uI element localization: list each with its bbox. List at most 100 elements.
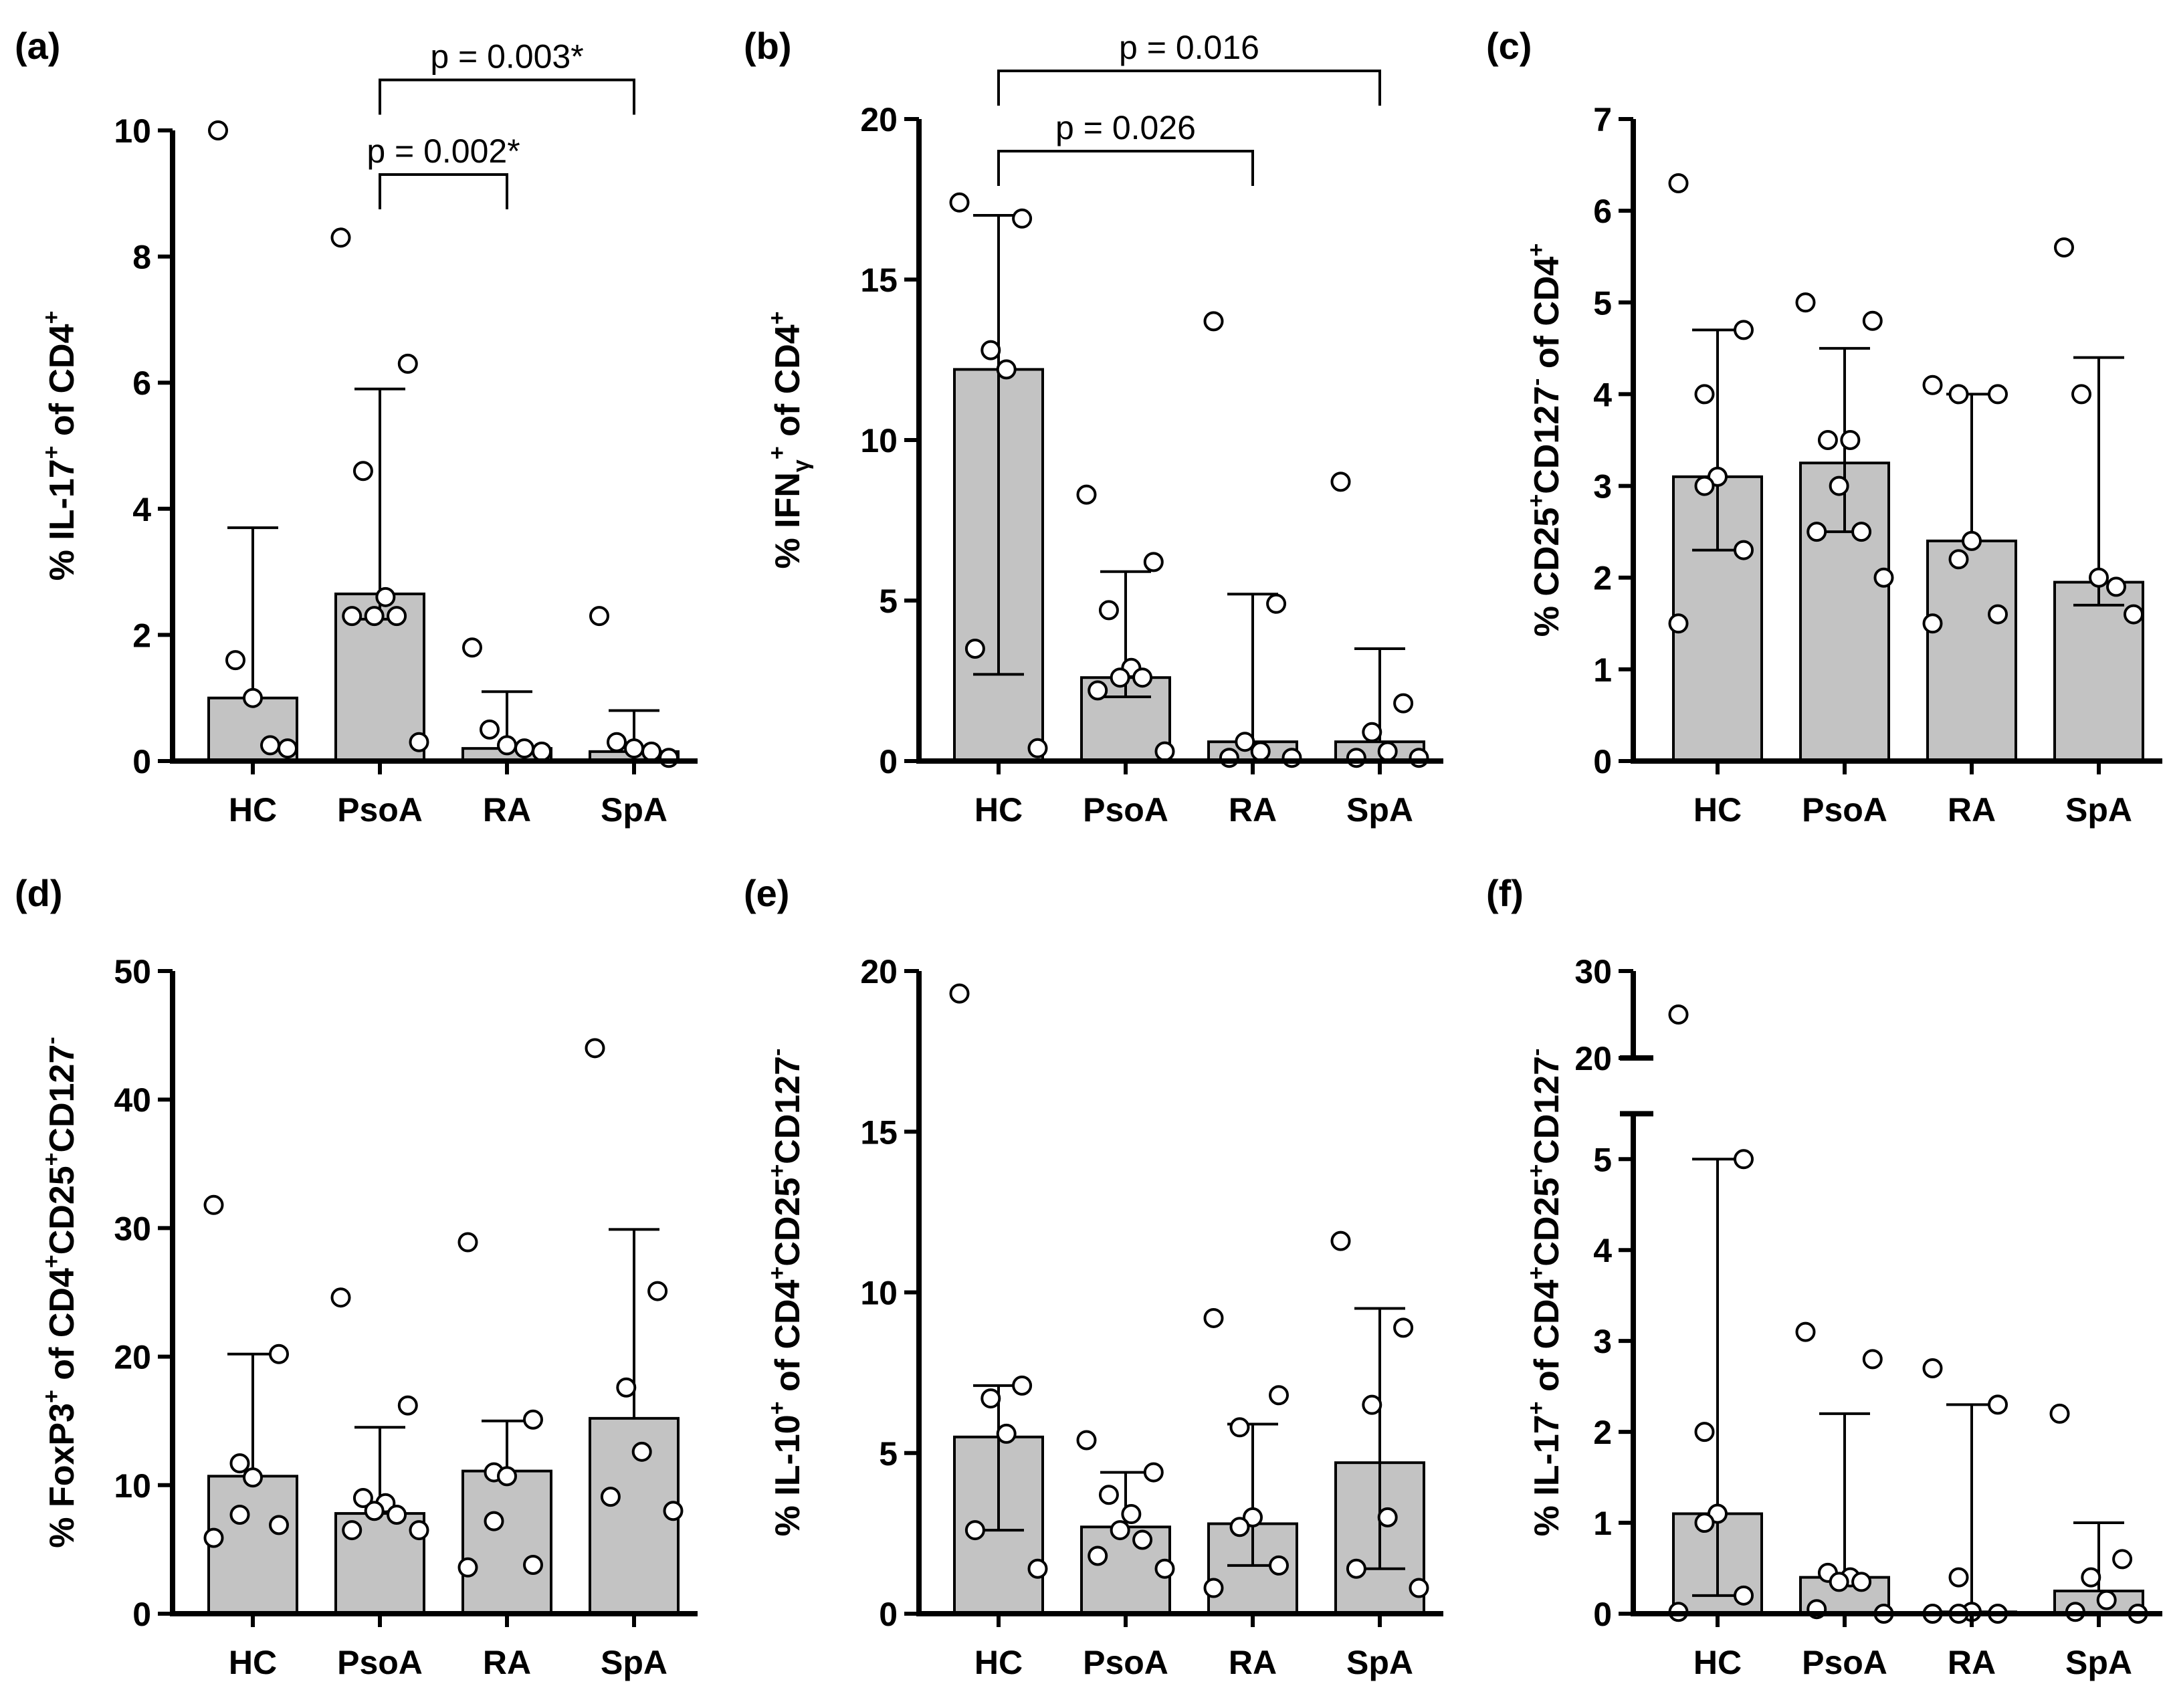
data-point — [1734, 540, 1754, 560]
y-axis-label-part: - — [1524, 379, 1549, 386]
y-axis-label-part: + — [764, 1267, 790, 1280]
data-point — [1203, 1307, 1224, 1328]
data-point — [1734, 1585, 1754, 1606]
significance-bracket — [379, 78, 635, 115]
data-point — [1250, 741, 1271, 762]
data-point — [1409, 748, 1429, 768]
data-point — [1229, 1517, 1250, 1537]
data-point — [342, 606, 363, 627]
data-point — [2089, 567, 2109, 588]
data-point — [1795, 1321, 1816, 1342]
data-point — [1988, 384, 2008, 405]
data-point — [600, 1487, 621, 1507]
data-point — [1143, 1462, 1164, 1483]
y-tick-label: 20 — [114, 1339, 151, 1376]
data-point — [1110, 1520, 1130, 1541]
data-point — [1088, 680, 1108, 701]
panel-label: (b) — [744, 25, 792, 67]
data-point — [203, 1194, 224, 1215]
y-axis-label-part: + — [764, 1164, 790, 1178]
data-point — [269, 1515, 289, 1535]
y-tick-label: 0 — [879, 743, 898, 780]
data-point — [1668, 1004, 1689, 1025]
y-tick-label: 7 — [1593, 101, 1612, 138]
data-point — [1851, 522, 1872, 542]
y-axis-label-part: + — [764, 311, 790, 324]
data-point — [2112, 1549, 2133, 1570]
y-axis-label-part: - — [39, 1037, 64, 1044]
data-point — [278, 738, 298, 759]
y-axis-label-part: + — [39, 311, 64, 324]
data-point — [269, 1344, 289, 1364]
y-tick-label: 40 — [114, 1081, 151, 1119]
y-tick-label: 5 — [1593, 1141, 1612, 1178]
data-point — [1076, 1430, 1097, 1451]
panel-label: (f) — [1486, 872, 1524, 914]
data-point — [1362, 1394, 1382, 1415]
y-axis-label-part: of CD4 — [768, 1279, 807, 1401]
y-tick-label: 15 — [860, 1113, 898, 1151]
x-tick-label-ra: RA — [483, 1644, 531, 1681]
data-point — [1962, 530, 1982, 551]
y-axis-label-part: of CD4 — [43, 324, 82, 445]
data-point — [1266, 593, 1287, 614]
data-point — [387, 1505, 407, 1525]
data-point — [949, 192, 970, 213]
data-point — [364, 606, 385, 627]
data-point — [1088, 1545, 1108, 1566]
x-tick-label-spa: SpA — [601, 791, 667, 829]
data-point — [1694, 384, 1715, 405]
y-tick-label: 4 — [132, 491, 151, 528]
y-axis-label-part: CD25 — [43, 1166, 82, 1255]
data-point — [981, 340, 1001, 360]
bar-ra — [461, 1469, 552, 1615]
data-point — [514, 738, 534, 759]
x-tick-label-psoa: PsoA — [1802, 1644, 1887, 1681]
data-point — [462, 637, 482, 658]
y-axis-label: % CD25+CD127- of CD4+ — [1524, 243, 1566, 637]
data-point — [352, 461, 373, 482]
data-point — [631, 1441, 652, 1462]
x-tick-label-psoa: PsoA — [337, 1644, 423, 1681]
panel-label: (e) — [744, 872, 789, 914]
data-point — [1110, 667, 1130, 688]
data-point — [1132, 1529, 1153, 1550]
y-tick-label: 10 — [860, 422, 898, 459]
y-axis-label-part: CD127 — [43, 1045, 82, 1153]
data-point — [1817, 430, 1838, 450]
data-point — [1346, 1558, 1366, 1579]
y-tick-label: 3 — [1593, 468, 1612, 506]
y-tick-label: 4 — [1593, 376, 1612, 413]
data-point — [1143, 552, 1164, 572]
y-axis-label-part: + — [39, 1390, 64, 1403]
data-point — [1027, 1558, 1048, 1579]
x-tick-label-spa: SpA — [1346, 791, 1413, 829]
y-axis-label: % IFNγ+ of CD4+ — [764, 311, 814, 568]
data-point — [523, 1409, 543, 1430]
y-tick-label: 20 — [1574, 1040, 1612, 1077]
y-axis-label-part: CD127 — [768, 1056, 807, 1164]
data-point — [1330, 471, 1351, 492]
x-tick-label-hc: HC — [974, 1644, 1023, 1681]
y-axis-label-part: CD25 — [1528, 1178, 1566, 1267]
data-point — [616, 1377, 637, 1398]
p-value-label: p = 0.002* — [367, 132, 520, 170]
data-point — [1795, 292, 1816, 313]
data-point — [1229, 1417, 1250, 1438]
data-point — [1873, 567, 1894, 588]
y-tick-label: 0 — [1593, 1596, 1612, 1633]
y-axis-label-part: - — [1524, 1049, 1549, 1056]
data-point — [1154, 1558, 1175, 1579]
data-point — [1668, 173, 1689, 193]
y-tick-label: 4 — [1593, 1232, 1612, 1269]
y-axis-label-part: + — [1524, 1267, 1549, 1280]
y-axis-label-part: + — [39, 445, 64, 459]
data-point — [397, 353, 418, 374]
p-value-label: p = 0.016 — [1119, 29, 1259, 66]
data-point — [996, 359, 1017, 380]
data-point — [457, 1557, 478, 1578]
data-point — [964, 639, 985, 659]
x-tick-label-psoa: PsoA — [1083, 791, 1168, 829]
